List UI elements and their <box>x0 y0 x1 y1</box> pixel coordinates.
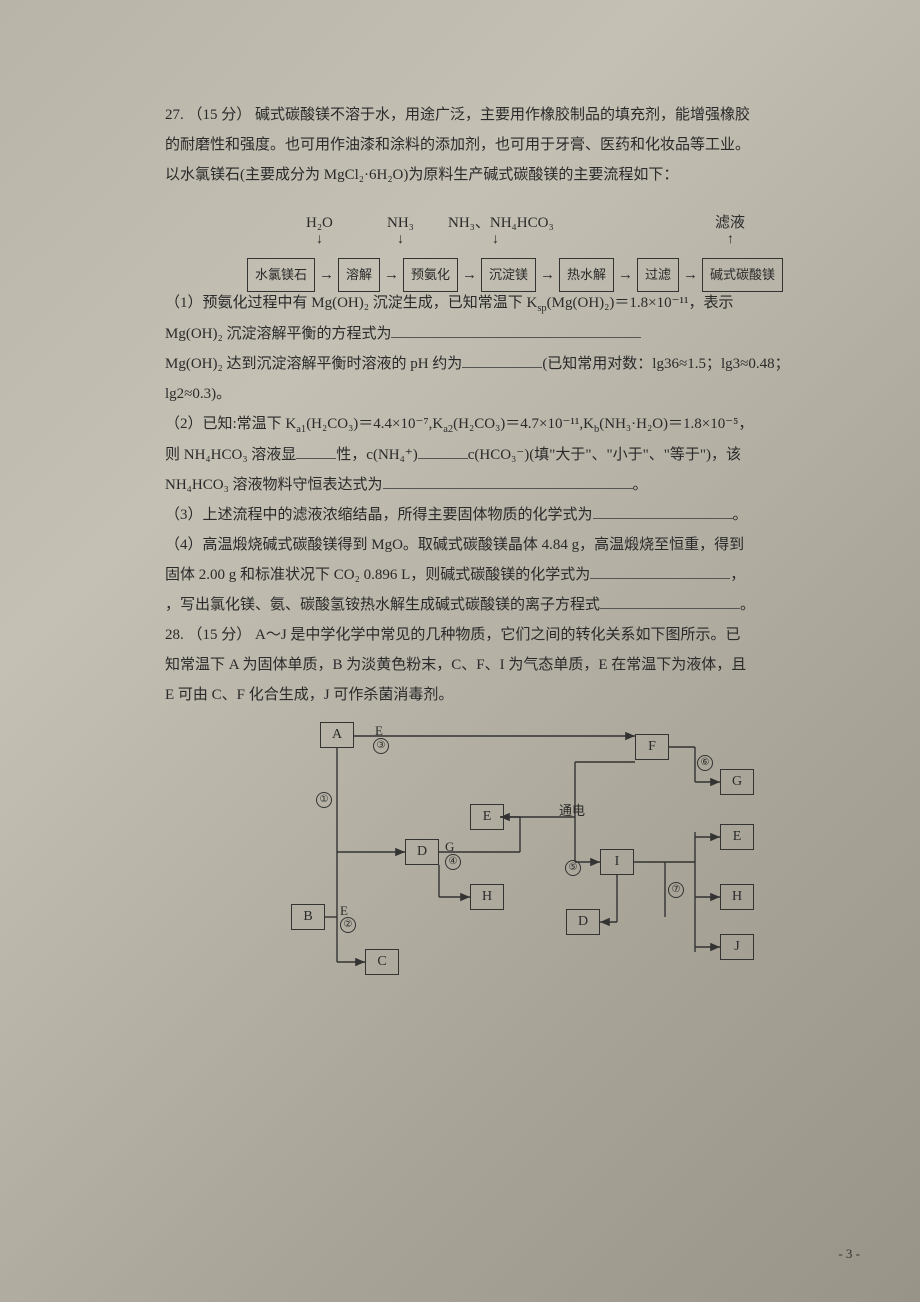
text: (NH₃·H₂O)＝1.8×10⁻⁵， <box>599 416 753 432</box>
blank <box>418 443 468 460</box>
circle-3: ③ <box>373 738 389 754</box>
arrow-icon: → <box>384 260 399 290</box>
node-D1: D <box>405 839 439 865</box>
blank <box>590 563 730 580</box>
q28-diagram: A B C D E H F I D G E H J E E G 通电 ① ② ③… <box>265 722 765 982</box>
q28-number: 28. <box>165 627 184 643</box>
text: (Mg(OH)₂)＝1.8×10⁻¹¹，表示 <box>547 295 734 311</box>
blank <box>600 593 740 610</box>
circle-5: ⑤ <box>565 860 581 876</box>
blank <box>462 352 542 369</box>
q28-line2: 知常温下 A 为固体单质，B 为淡黄色粉末，C、F、I 为气态单质，E 在常温下… <box>165 650 865 680</box>
text: 。 <box>740 597 755 613</box>
text: ， <box>730 567 745 583</box>
sub: sp <box>537 303 546 314</box>
node-F: F <box>635 734 669 760</box>
text: ，写出氯化镁、氨、碳酸氢铵热水解生成碱式碳酸镁的离子方程式 <box>165 597 600 613</box>
text: 。 <box>733 507 748 523</box>
q28-points: （15 分） <box>188 627 252 643</box>
sub: a1 <box>296 424 306 435</box>
text: NH₄HCO₃ 溶液物料守恒表达式为 <box>165 477 383 493</box>
q27-number: 27. <box>165 107 184 123</box>
diagram-lines <box>265 722 765 982</box>
text: 。 <box>633 477 648 493</box>
q28-line1: 28. （15 分） A～J 是中学化学中常见的几种物质，它们之间的转化关系如下… <box>165 620 865 650</box>
text: Mg(OH)₂ 达到沉淀溶解平衡时溶液的 pH 约为 <box>165 356 462 372</box>
text: (H₂CO₃)＝4.4×10⁻⁷,K <box>306 416 443 432</box>
q27-p1-line4: lg2≈0.3)。 <box>165 379 865 409</box>
text: 性，c(NH₄⁺) <box>336 447 417 463</box>
circle-1: ① <box>316 792 332 808</box>
node-A: A <box>320 722 354 748</box>
flow-box-6: 过滤 <box>637 258 679 292</box>
q27-p4-line3: ，写出氯化镁、氨、碳酸氢铵热水解生成碱式碳酸镁的离子方程式 。 <box>165 590 865 620</box>
q27-intro-l2: 的耐磨性和强度。也可用作油漆和涂料的添加剂，也可用于牙膏、医药和化妆品等工业。 <box>165 130 865 160</box>
text: c(HCO₃⁻)(填"大于"、"小于"、"等于")，该 <box>468 447 741 463</box>
q28-l1: A～J 是中学化学中常见的几种物质，它们之间的转化关系如下图所示。已 <box>255 627 740 643</box>
edge-label-tongdian: 通电 <box>559 798 585 824</box>
arrow-icon: → <box>618 260 633 290</box>
node-H2: H <box>720 884 754 910</box>
circle-6: ⑥ <box>697 755 713 771</box>
node-H1: H <box>470 884 504 910</box>
flow-box-4: 沉淀镁 <box>481 258 536 292</box>
flow-box-5: 热水解 <box>559 258 614 292</box>
flow-label-nh3-nh4hco3: NH₃、NH₄HCO₃ <box>448 208 554 238</box>
flow-box-1: 水氯镁石 <box>247 258 315 292</box>
blank <box>593 503 733 520</box>
q27-intro-l3: 以水氯镁石(主要成分为 MgCl₂·6H₂O)为原料生产碱式碳酸镁的主要流程如下… <box>165 160 865 190</box>
circle-2: ② <box>340 917 356 933</box>
text: 固体 2.00 g 和标准状况下 CO₂ 0.896 L，则碱式碳酸镁的化学式为 <box>165 567 590 583</box>
node-D2: D <box>566 909 600 935</box>
node-E2: E <box>720 824 754 850</box>
node-I: I <box>600 849 634 875</box>
arrow-icon: → <box>683 260 698 290</box>
circle-7: ⑦ <box>668 882 684 898</box>
sub: a2 <box>443 424 453 435</box>
q27-p2-line2: 则 NH₄HCO₃ 溶液显 性，c(NH₄⁺) c(HCO₃⁻)(填"大于"、"小于… <box>165 440 865 470</box>
q27-p2-line3: NH₄HCO₃ 溶液物料守恒表达式为 。 <box>165 470 865 500</box>
q27-p3: （3）上述流程中的滤液浓缩结晶，所得主要固体物质的化学式为 。 <box>165 500 865 530</box>
flow-box-2: 溶解 <box>338 258 380 292</box>
q27-intro-l1: 碱式碳酸镁不溶于水，用途广泛，主要用作橡胶制品的填充剂，能增强橡胶 <box>255 107 750 123</box>
arrow-icon: → <box>540 260 555 290</box>
blank <box>383 473 633 490</box>
q27-p2-line1: （2）已知:常温下 Ka1(H₂CO₃)＝4.4×10⁻⁷,Ka2(H₂CO₃)… <box>165 409 865 440</box>
down-arrow-icon: ↓ <box>492 226 499 254</box>
text: Mg(OH)₂ 沉淀溶解平衡的方程式为 <box>165 326 391 342</box>
q27-points: （15 分） <box>188 107 252 123</box>
node-E1: E <box>470 804 504 830</box>
q27-p4-line1: （4）高温煅烧碱式碳酸镁得到 MgO。取碱式碳酸镁晶体 4.84 g，高温煅烧至… <box>165 530 865 560</box>
q27-intro: 27. （15 分） 碱式碳酸镁不溶于水，用途广泛，主要用作橡胶制品的填充剂，能… <box>165 100 865 130</box>
node-G: G <box>720 769 754 795</box>
text: （1）预氨化过程中有 Mg(OH)₂ 沉淀生成，已知常温下 K <box>165 295 537 311</box>
q28-line3: E 可由 C、F 化合生成，J 可作杀菌消毒剂。 <box>165 680 865 710</box>
node-B: B <box>291 904 325 930</box>
text: (已知常用对数：lg36≈1.5；lg3≈0.48； <box>542 356 789 372</box>
down-arrow-icon: ↓ <box>316 226 323 254</box>
q27-p1-line1: （1）预氨化过程中有 Mg(OH)₂ 沉淀生成，已知常温下 Ksp(Mg(OH)… <box>165 288 865 319</box>
q27-flowchart: H₂O NH₃ NH₃、NH₄HCO₃ 滤液 ↓ ↓ ↓ ↑ 水氯镁石 → 溶解… <box>165 208 865 278</box>
flow-box-3: 预氨化 <box>403 258 458 292</box>
blank <box>391 322 641 339</box>
up-arrow-icon: ↑ <box>727 226 734 254</box>
flow-box-7: 碱式碳酸镁 <box>702 258 783 292</box>
text: （2）已知:常温下 K <box>165 416 296 432</box>
arrow-icon: → <box>319 260 334 290</box>
q27-p1-line2: Mg(OH)₂ 沉淀溶解平衡的方程式为 <box>165 319 865 349</box>
q27-p1-line3: Mg(OH)₂ 达到沉淀溶解平衡时溶液的 pH 约为 (已知常用对数：lg36≈1… <box>165 349 865 379</box>
exam-page: 27. （15 分） 碱式碳酸镁不溶于水，用途广泛，主要用作橡胶制品的填充剂，能… <box>165 100 865 982</box>
text: (H₂CO₃)＝4.7×10⁻¹¹,K <box>453 416 594 432</box>
text: （3）上述流程中的滤液浓缩结晶，所得主要固体物质的化学式为 <box>165 507 593 523</box>
blank <box>296 443 336 460</box>
node-J: J <box>720 934 754 960</box>
text: 则 NH₄HCO₃ 溶液显 <box>165 447 296 463</box>
node-C: C <box>365 949 399 975</box>
arrow-icon: → <box>462 260 477 290</box>
q27-p4-line2: 固体 2.00 g 和标准状况下 CO₂ 0.896 L，则碱式碳酸镁的化学式为… <box>165 560 865 590</box>
page-number: - 3 - <box>838 1246 860 1262</box>
down-arrow-icon: ↓ <box>397 226 404 254</box>
circle-4: ④ <box>445 854 461 870</box>
